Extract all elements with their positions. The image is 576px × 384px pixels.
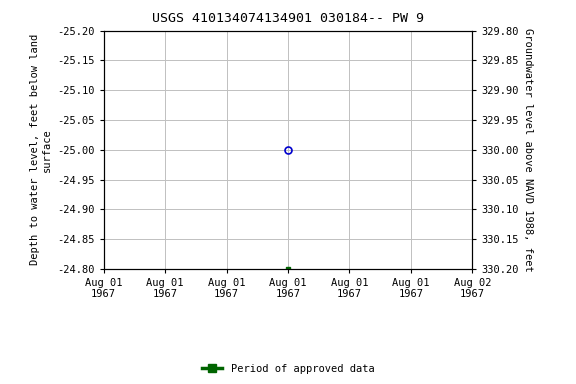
Legend: Period of approved data: Period of approved data <box>198 359 378 378</box>
Y-axis label: Depth to water level, feet below land
surface: Depth to water level, feet below land su… <box>30 34 52 265</box>
Y-axis label: Groundwater level above NAVD 1988, feet: Groundwater level above NAVD 1988, feet <box>523 28 533 271</box>
Title: USGS 410134074134901 030184-- PW 9: USGS 410134074134901 030184-- PW 9 <box>152 12 424 25</box>
